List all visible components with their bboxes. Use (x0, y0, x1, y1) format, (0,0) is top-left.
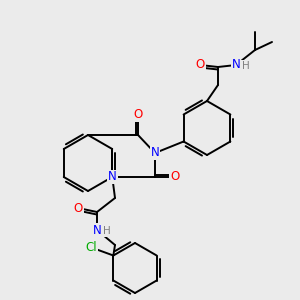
Text: N: N (232, 58, 240, 71)
Text: H: H (103, 226, 111, 236)
Text: O: O (134, 109, 142, 122)
Text: N: N (108, 170, 117, 184)
Text: O: O (74, 202, 82, 214)
Text: Cl: Cl (85, 241, 97, 254)
Text: N: N (93, 224, 101, 236)
Text: O: O (170, 170, 180, 184)
Text: N: N (151, 146, 159, 160)
Text: O: O (195, 58, 205, 71)
Text: H: H (242, 61, 250, 71)
